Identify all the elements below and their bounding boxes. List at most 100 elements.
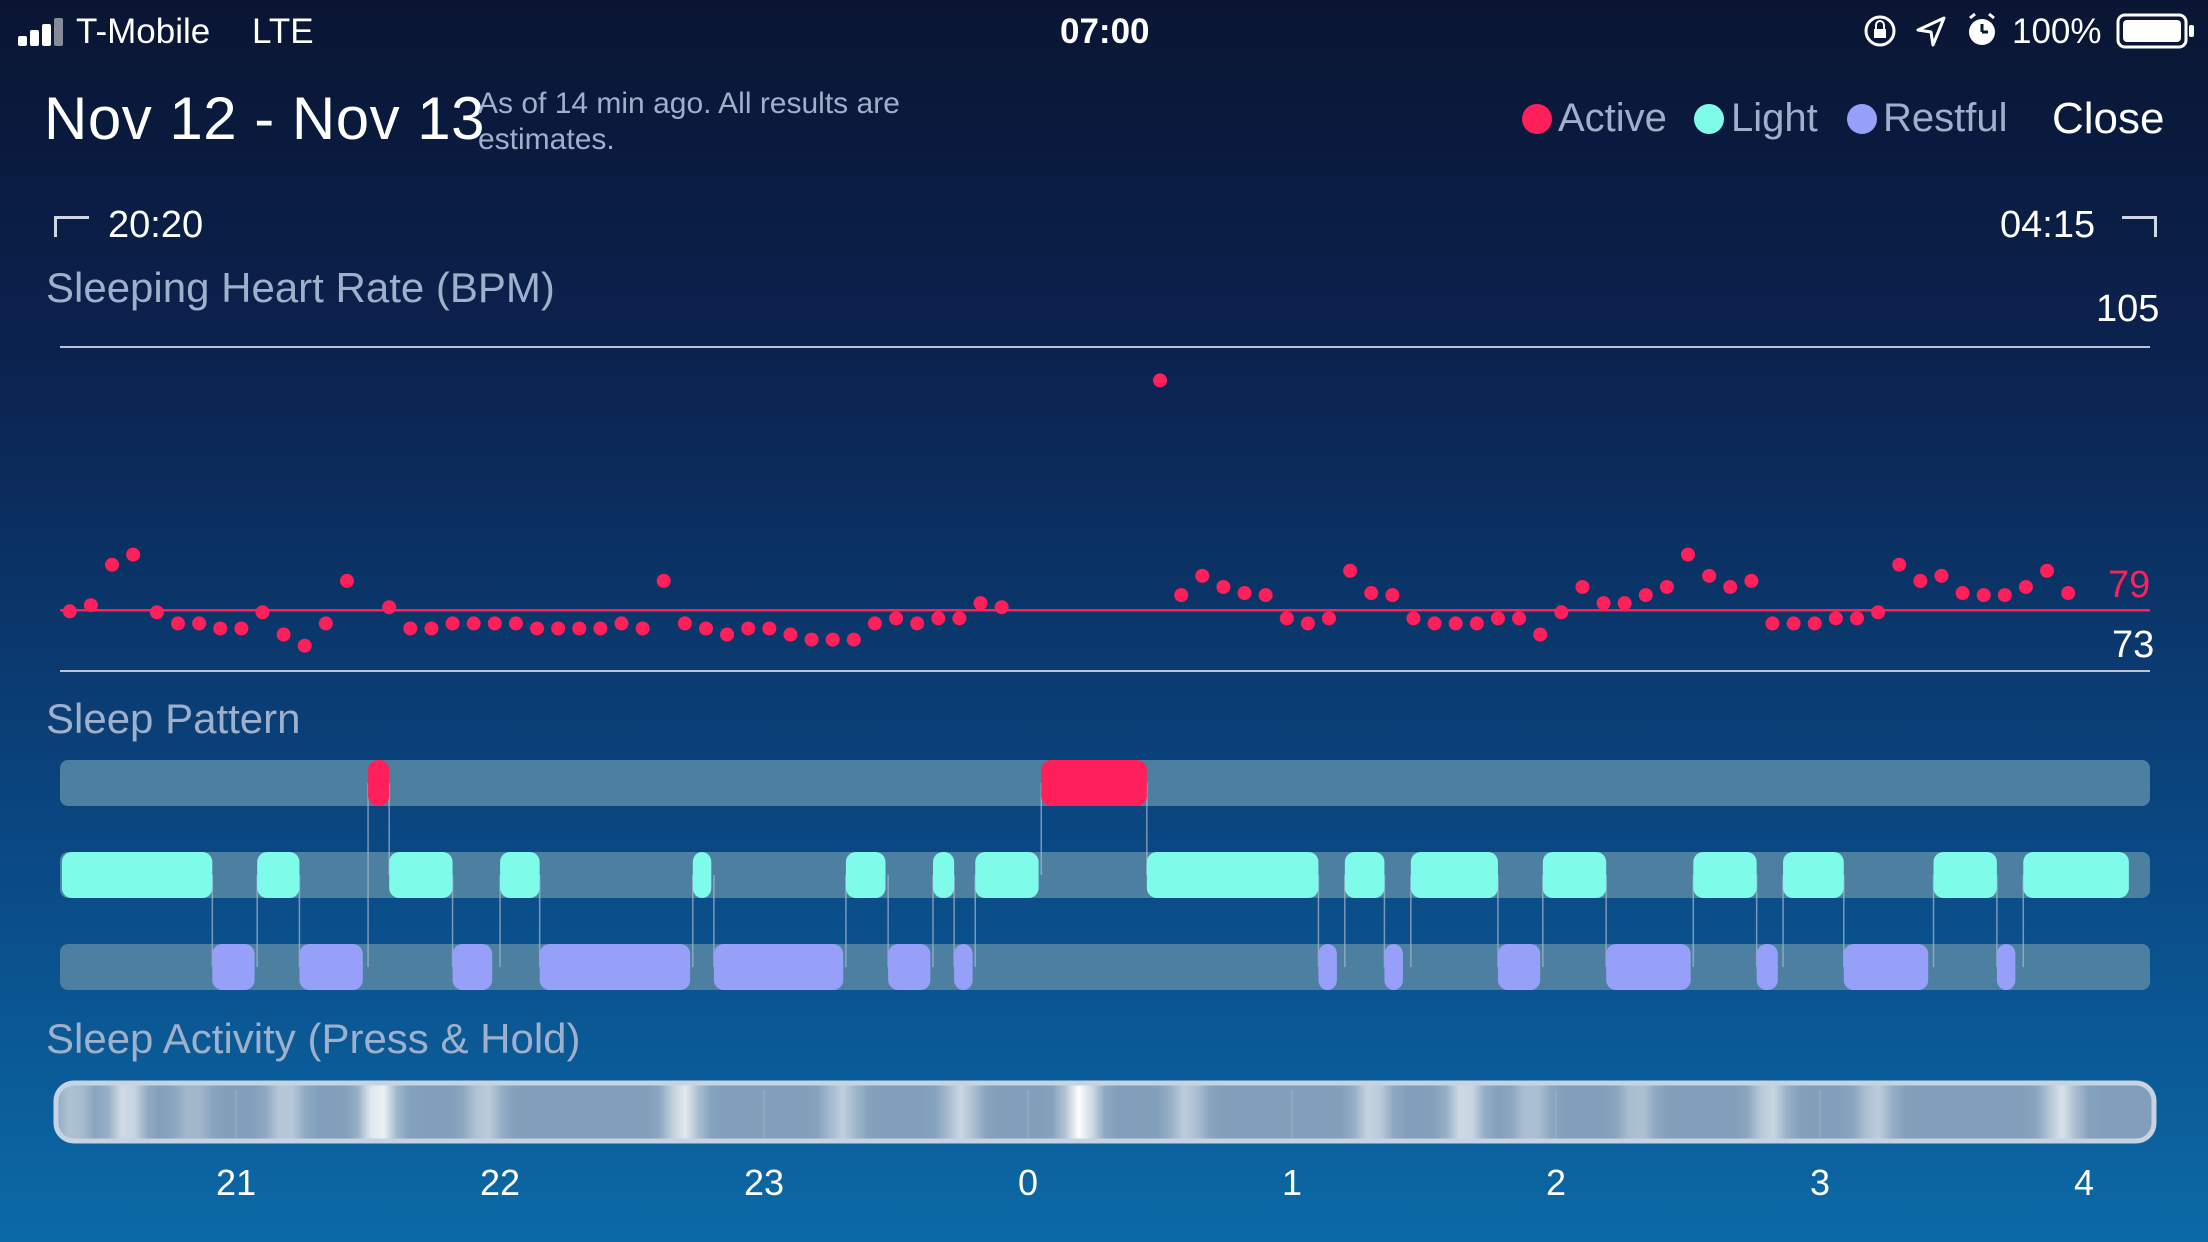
hr-point bbox=[1300, 616, 1315, 631]
hr-point bbox=[171, 616, 186, 631]
light-segment bbox=[1146, 852, 1319, 898]
hr-point bbox=[593, 621, 608, 636]
hour-label: 21 bbox=[216, 1162, 257, 1203]
light-segment bbox=[61, 852, 213, 898]
hr-point bbox=[318, 616, 333, 631]
hr-point bbox=[1554, 605, 1569, 620]
hour-label: 23 bbox=[744, 1162, 785, 1203]
range-start-handle[interactable] bbox=[54, 216, 89, 237]
hr-point bbox=[1279, 611, 1294, 626]
range-end-handle[interactable] bbox=[2122, 216, 2157, 237]
restful-segment bbox=[452, 944, 493, 990]
hr-point bbox=[1828, 611, 1843, 626]
hr-point bbox=[931, 611, 946, 626]
light-segment bbox=[845, 852, 886, 898]
hr-point bbox=[677, 616, 692, 631]
range-end-time: 04:15 bbox=[2000, 204, 2096, 246]
hr-point bbox=[1997, 588, 2012, 603]
hr-point bbox=[1490, 611, 1505, 626]
carrier-name: T-Mobile bbox=[76, 12, 211, 51]
estimate-note: As of 14 min ago. All results are estima… bbox=[478, 87, 900, 156]
range-start-time: 20:20 bbox=[108, 204, 204, 246]
signal-icon bbox=[18, 16, 66, 46]
hr-point bbox=[1427, 616, 1442, 631]
hr-point bbox=[1638, 588, 1653, 603]
close-button[interactable]: Close bbox=[2052, 94, 2165, 143]
hr-point bbox=[1723, 579, 1738, 594]
hr-point bbox=[339, 573, 354, 588]
clock-time: 07:00 bbox=[1060, 12, 1150, 51]
restful-segment bbox=[1606, 944, 1691, 990]
heart-rate-max-label: 105 bbox=[2096, 288, 2160, 330]
hr-point bbox=[276, 627, 291, 642]
restful-segment bbox=[212, 944, 255, 990]
light-segment bbox=[692, 852, 712, 898]
track-light bbox=[60, 852, 2150, 898]
light-segment bbox=[389, 852, 453, 898]
legend-light-label: Light bbox=[1731, 96, 1818, 140]
hr-point bbox=[867, 616, 882, 631]
track-restful bbox=[60, 944, 2150, 990]
legend-light-dot bbox=[1694, 104, 1724, 134]
legend-restful-dot bbox=[1847, 104, 1877, 134]
hr-point bbox=[1406, 611, 1421, 626]
hr-point bbox=[1786, 616, 1801, 631]
hr-point bbox=[1596, 596, 1611, 611]
restful-segment bbox=[1384, 944, 1403, 990]
hour-label: 4 bbox=[2073, 1162, 2095, 1203]
hr-point bbox=[234, 621, 249, 636]
hr-point bbox=[1153, 373, 1168, 388]
light-segment bbox=[1783, 852, 1844, 898]
hr-point bbox=[1955, 586, 1970, 601]
hr-point bbox=[1659, 579, 1674, 594]
sleep-pattern-bars bbox=[61, 760, 2129, 990]
hr-point bbox=[192, 616, 207, 631]
hr-point bbox=[62, 604, 77, 619]
hr-point bbox=[255, 605, 270, 620]
hr-point bbox=[1765, 616, 1780, 631]
hr-point bbox=[910, 616, 925, 631]
hour-label: 22 bbox=[480, 1162, 521, 1203]
restful-segment bbox=[1996, 944, 2016, 990]
hr-point bbox=[1575, 579, 1590, 594]
hr-point bbox=[1469, 616, 1484, 631]
hr-point bbox=[825, 632, 840, 647]
hr-point bbox=[804, 632, 819, 647]
light-segment bbox=[500, 852, 540, 898]
restful-segment bbox=[1318, 944, 1337, 990]
hr-point bbox=[213, 621, 228, 636]
hr-point bbox=[1195, 568, 1210, 583]
light-segment bbox=[933, 852, 955, 898]
hr-point bbox=[572, 621, 587, 636]
hr-point bbox=[1343, 563, 1358, 578]
hr-point bbox=[466, 616, 481, 631]
restful-segment bbox=[888, 944, 931, 990]
restful-segment bbox=[299, 944, 363, 990]
hr-point bbox=[487, 616, 502, 631]
hr-point bbox=[1448, 616, 1463, 631]
hr-point bbox=[720, 627, 735, 642]
hr-point bbox=[530, 621, 545, 636]
hr-point bbox=[889, 611, 904, 626]
heart-rate-gridlines bbox=[60, 346, 2150, 672]
legend-restful-label: Restful bbox=[1883, 96, 2008, 140]
hour-label: 1 bbox=[1282, 1162, 1303, 1203]
hr-point bbox=[1892, 557, 1907, 572]
hr-point bbox=[1258, 588, 1273, 603]
hr-point bbox=[83, 598, 98, 613]
sleep-pattern-connectors bbox=[211, 783, 2025, 967]
light-segment bbox=[257, 852, 300, 898]
heart-rate-min-label: 73 bbox=[2112, 624, 2155, 666]
battery-percentage: 100% bbox=[2012, 12, 2102, 51]
restful-segment bbox=[1497, 944, 1541, 990]
sleep-activity-bar bbox=[53, 1080, 2157, 1144]
network-type: LTE bbox=[252, 12, 314, 51]
light-segment bbox=[1542, 852, 1607, 898]
light-segment bbox=[975, 852, 1039, 898]
restful-segment bbox=[539, 944, 691, 990]
hr-point bbox=[1237, 586, 1252, 601]
hr-point bbox=[1174, 588, 1189, 603]
hr-point bbox=[614, 616, 629, 631]
hr-point bbox=[508, 616, 523, 631]
